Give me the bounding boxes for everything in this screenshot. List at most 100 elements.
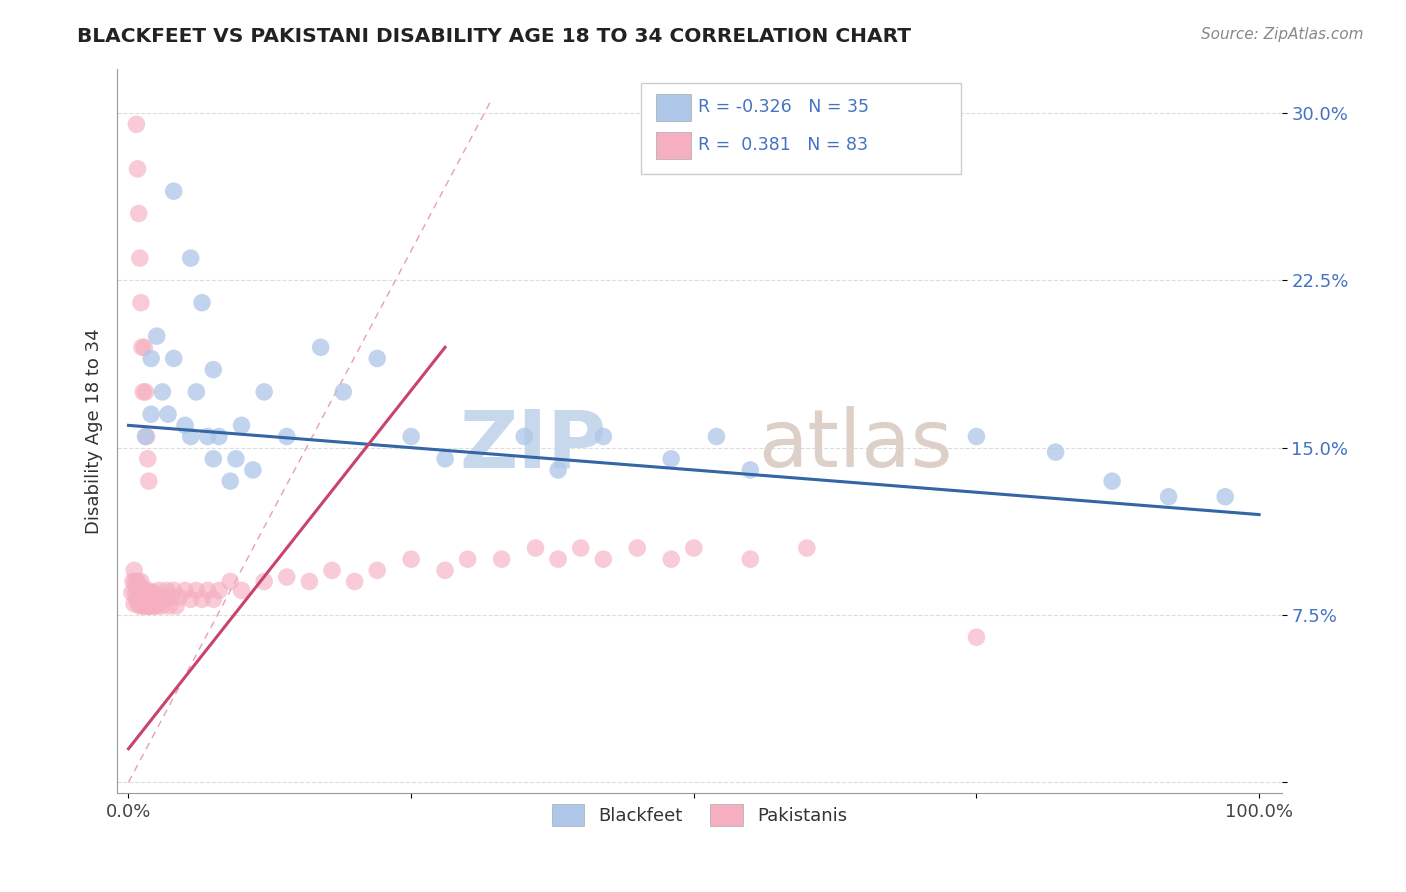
Point	[152, 384, 174, 399]
Point	[139, 585, 162, 599]
Point	[136, 592, 159, 607]
Point	[132, 590, 155, 604]
Point	[136, 585, 159, 599]
Point	[569, 541, 592, 555]
Point	[128, 592, 150, 607]
Point	[366, 563, 388, 577]
Point	[156, 583, 179, 598]
Point	[169, 590, 191, 604]
Point	[125, 592, 148, 607]
Point	[191, 295, 214, 310]
Point	[491, 552, 513, 566]
Point	[128, 579, 150, 593]
Point	[706, 429, 728, 443]
Point	[138, 474, 160, 488]
Point	[139, 599, 162, 613]
Text: ZIP: ZIP	[458, 407, 606, 484]
Point	[141, 590, 163, 604]
Point	[197, 429, 219, 443]
Point	[202, 592, 225, 607]
Point	[138, 583, 160, 598]
Point	[202, 362, 225, 376]
Point	[208, 429, 231, 443]
Point	[231, 418, 253, 433]
Point	[1045, 445, 1067, 459]
Point	[202, 451, 225, 466]
Point	[276, 570, 298, 584]
FancyBboxPatch shape	[657, 132, 692, 159]
Point	[146, 592, 169, 607]
Point	[121, 585, 143, 599]
Point	[152, 590, 174, 604]
Point	[128, 206, 150, 220]
Point	[134, 429, 156, 443]
Point	[131, 581, 153, 595]
Point	[134, 583, 156, 598]
Point	[139, 592, 162, 607]
Point	[128, 251, 150, 265]
Point	[524, 541, 547, 555]
Point	[125, 117, 148, 131]
Point	[135, 592, 157, 607]
Y-axis label: Disability Age 18 to 34: Disability Age 18 to 34	[86, 328, 103, 533]
Point	[125, 579, 148, 593]
Point	[134, 340, 156, 354]
Point	[134, 592, 156, 607]
Point	[160, 590, 183, 604]
Legend: Blackfeet, Pakistanis: Blackfeet, Pakistanis	[543, 795, 856, 835]
Point	[129, 295, 152, 310]
Point	[343, 574, 366, 589]
Point	[592, 552, 614, 566]
Point	[682, 541, 704, 555]
Point	[129, 590, 152, 604]
Point	[124, 574, 146, 589]
Point	[134, 384, 156, 399]
Point	[225, 451, 247, 466]
Point	[1213, 490, 1236, 504]
Point	[128, 599, 150, 613]
Point	[332, 384, 354, 399]
Point	[309, 340, 332, 354]
Point	[131, 594, 153, 608]
Point	[128, 597, 150, 611]
Point	[191, 592, 214, 607]
Point	[128, 583, 150, 598]
Point	[180, 251, 202, 265]
Point	[231, 583, 253, 598]
Point	[145, 590, 167, 604]
Point	[174, 418, 197, 433]
Point	[626, 541, 648, 555]
Text: R = -0.326   N = 35: R = -0.326 N = 35	[699, 98, 869, 116]
Point	[208, 583, 231, 598]
Point	[148, 583, 170, 598]
Point	[547, 463, 569, 477]
FancyBboxPatch shape	[657, 94, 692, 121]
Point	[145, 329, 167, 343]
Point	[127, 574, 149, 589]
Point	[197, 583, 219, 598]
Point	[186, 384, 208, 399]
Point	[127, 161, 149, 176]
Text: BLACKFEET VS PAKISTANI DISABILITY AGE 18 TO 34 CORRELATION CHART: BLACKFEET VS PAKISTANI DISABILITY AGE 18…	[77, 27, 911, 45]
Point	[122, 563, 145, 577]
Point	[513, 429, 536, 443]
Point	[457, 552, 479, 566]
Point	[134, 599, 156, 613]
Point	[434, 563, 457, 577]
Point	[253, 574, 276, 589]
Point	[135, 599, 157, 613]
Text: R =  0.381   N = 83: R = 0.381 N = 83	[699, 136, 869, 153]
Point	[138, 599, 160, 613]
Point	[547, 552, 569, 566]
Point	[134, 585, 156, 599]
Point	[122, 574, 145, 589]
Point	[219, 474, 242, 488]
Point	[174, 583, 197, 598]
Point	[129, 574, 152, 589]
Point	[796, 541, 818, 555]
Point	[145, 599, 167, 613]
Point	[132, 599, 155, 613]
Point	[141, 599, 163, 613]
Point	[131, 340, 153, 354]
Point	[150, 599, 173, 613]
